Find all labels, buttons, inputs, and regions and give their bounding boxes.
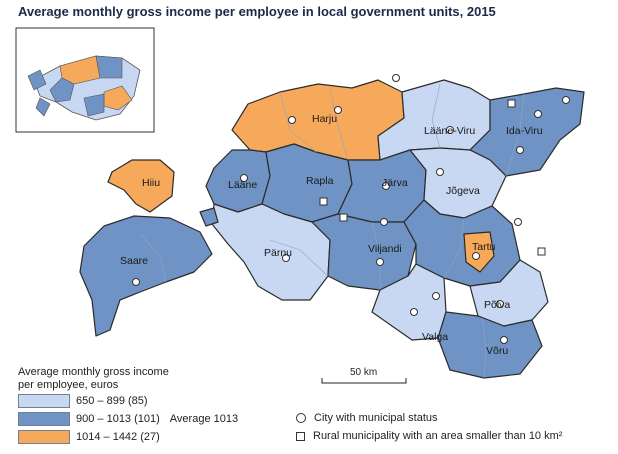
label-laane-viru: Lääne-Viru xyxy=(424,125,475,137)
scale-bar xyxy=(321,378,407,384)
label-parnu: Pärnu xyxy=(264,247,292,259)
region-tartu-city xyxy=(463,231,495,273)
map-title: Average monthly gross income per employe… xyxy=(18,4,496,19)
legend-heading-line1: Average monthly gross income xyxy=(18,366,169,378)
label-rapla: Rapla xyxy=(306,175,334,187)
label-laane: Lääne xyxy=(228,179,257,191)
label-voru: Võru xyxy=(486,345,508,357)
municipal-borders xyxy=(139,83,525,379)
legend-swatch-mid xyxy=(18,412,70,426)
legend-swatch-low xyxy=(18,394,70,408)
label-jarva: Järva xyxy=(382,177,408,189)
legend-item-mid: 900 – 1013 (101) Average 1013 xyxy=(18,412,238,426)
label-jogeva: Jõgeva xyxy=(446,185,480,197)
label-saare: Saare xyxy=(120,255,148,267)
region-parnu xyxy=(211,203,331,301)
legend-item-low: 650 – 899 (85) xyxy=(18,394,148,408)
label-polva: Põlva xyxy=(484,299,510,311)
region-saare xyxy=(79,215,213,337)
legend-label-low: 650 – 899 (85) xyxy=(76,395,148,407)
legend-symbol-rural: Rural municipality with an area smaller … xyxy=(296,430,562,442)
region-ida-viru xyxy=(469,87,585,177)
legend-symbol-rural-label: Rural municipality with an area smaller … xyxy=(313,430,563,442)
legend-label-high: 1014 – 1442 (27) xyxy=(76,431,160,443)
main-map xyxy=(79,79,585,379)
label-harju: Harju xyxy=(312,113,337,125)
legend-symbol-city: City with municipal status xyxy=(296,412,438,424)
square-icon xyxy=(296,431,305,441)
legend-swatch-high xyxy=(18,430,70,444)
legend-label-mid: 900 – 1013 (101) xyxy=(76,413,160,425)
circle-icon xyxy=(296,413,306,423)
city-markers xyxy=(132,74,570,344)
region-muhu xyxy=(199,207,219,227)
legend-heading-line2: per employee, euros xyxy=(18,379,119,391)
scale-label: 50 km xyxy=(350,367,378,378)
label-viljandi: Viljandi xyxy=(368,243,402,255)
label-hiiu: Hiiu xyxy=(142,177,160,189)
region-hiiu xyxy=(107,159,175,213)
region-voru xyxy=(437,311,543,379)
label-ida-viru: Ida-Viru xyxy=(506,125,543,137)
legend-heading: Average monthly gross income per employe… xyxy=(18,366,169,392)
label-valga: Valga xyxy=(422,331,448,343)
inset-map xyxy=(15,27,155,133)
legend-symbol-city-label: City with municipal status xyxy=(314,412,438,424)
legend-item-high: 1014 – 1442 (27) xyxy=(18,430,160,444)
small-municipality-markers xyxy=(319,99,546,256)
legend-average-note: Average 1013 xyxy=(169,413,239,425)
label-tartu: Tartu xyxy=(472,241,496,253)
